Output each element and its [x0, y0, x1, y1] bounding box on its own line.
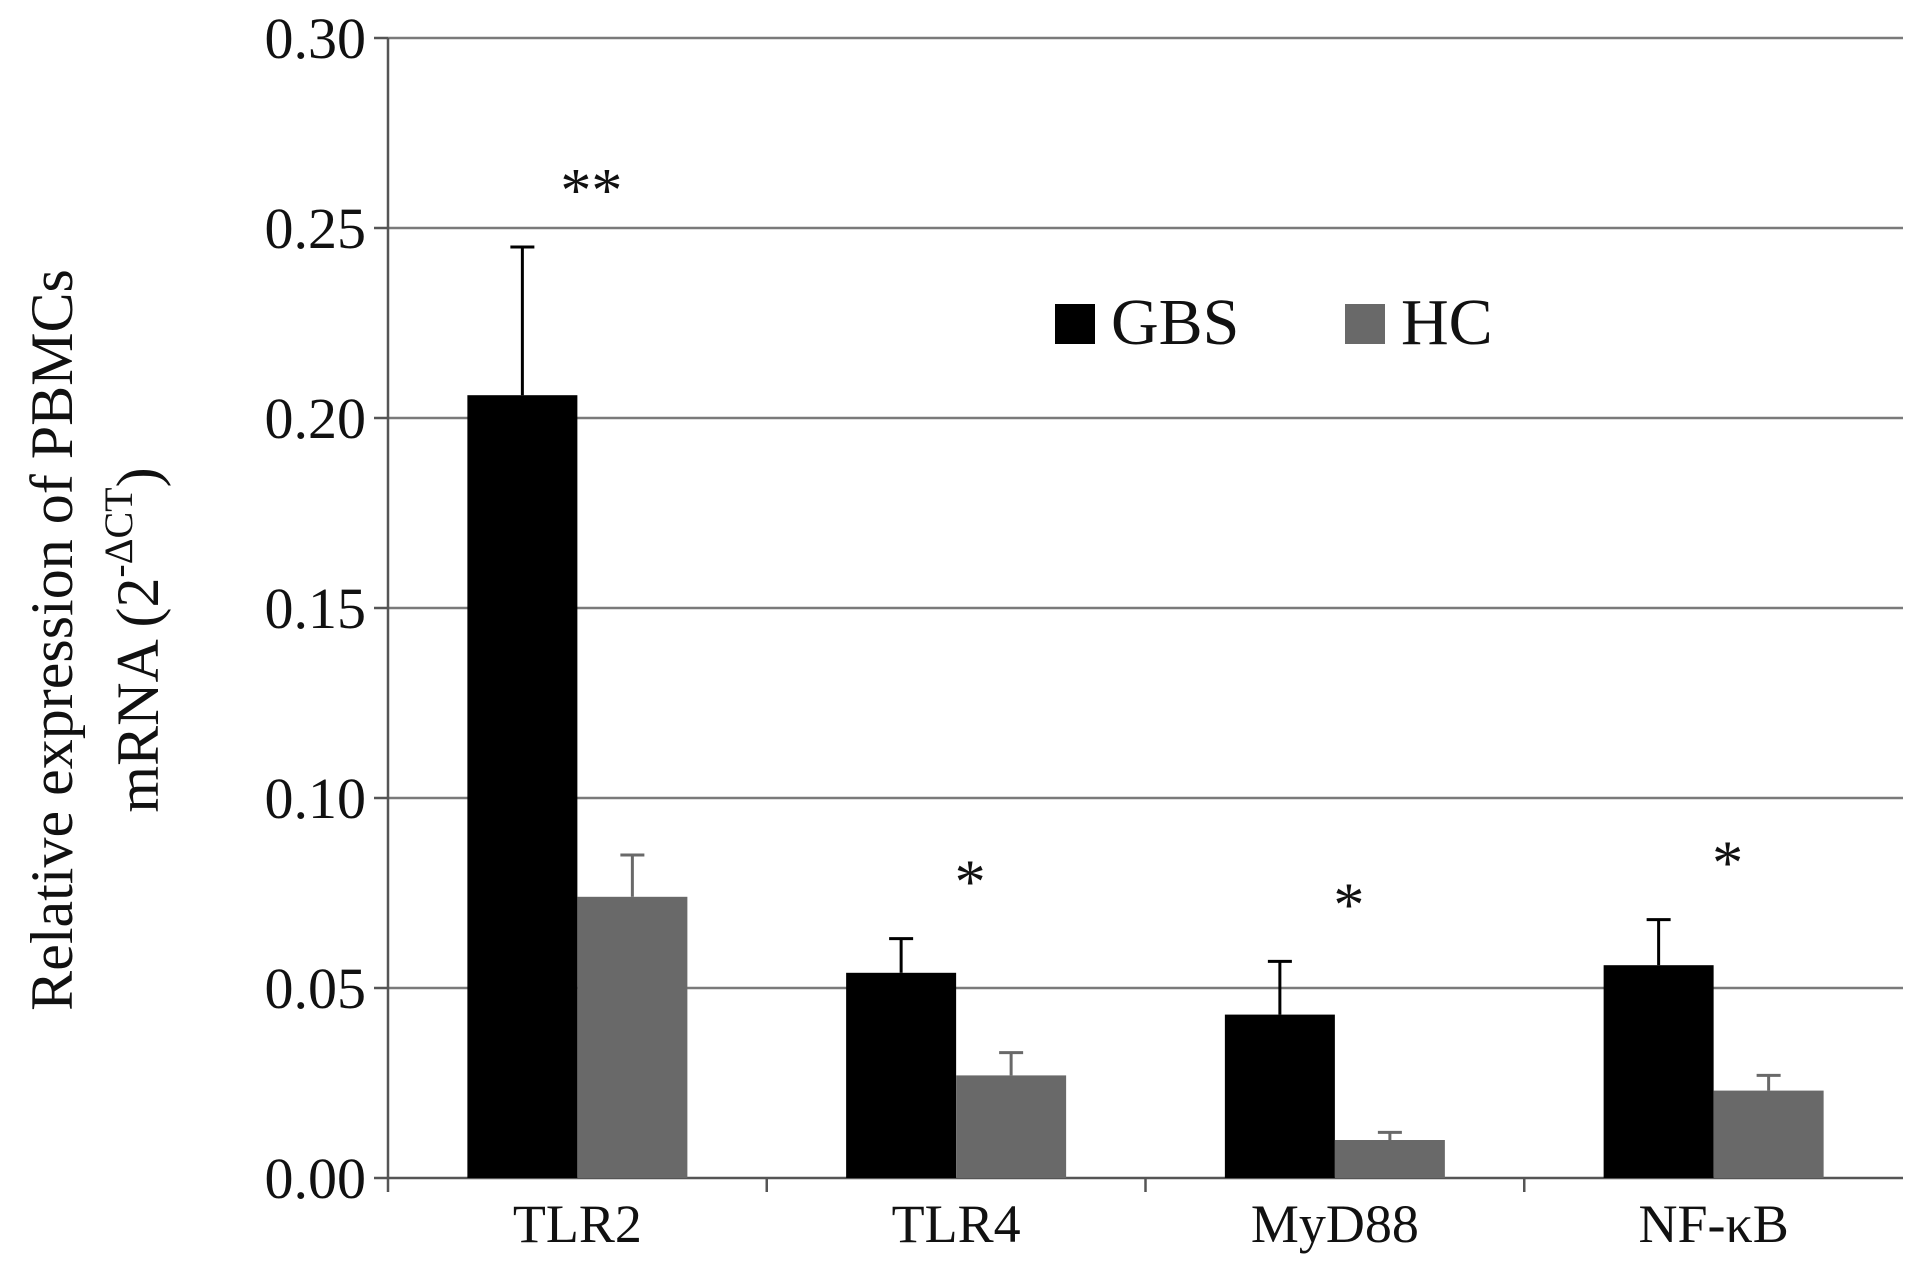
x-tick-label: TLR4	[892, 1194, 1021, 1254]
significance-marker: *	[1333, 871, 1364, 939]
bars	[467, 395, 1824, 1178]
y-tick-label: 0.00	[265, 1146, 367, 1211]
legend-swatch-hc	[1345, 304, 1385, 344]
y-tick-label: 0.10	[265, 766, 367, 831]
y-axis-title-line1: Relative expression of PBMCs	[19, 269, 85, 1011]
legend-label-hc: HC	[1401, 286, 1493, 359]
legend-swatch-gbs	[1055, 304, 1095, 344]
y-tick-label: 0.30	[265, 6, 367, 71]
x-tick-label: NF-κB	[1639, 1194, 1789, 1254]
bar-hc	[1713, 1090, 1824, 1178]
y-axis-title-superscript: -ΔCT	[96, 487, 141, 577]
bar-hc	[956, 1075, 1067, 1178]
error-bars	[510, 245, 1781, 1140]
significance-marker: **	[560, 157, 622, 225]
significance-marker: *	[1712, 830, 1743, 898]
y-tick-label: 0.25	[265, 196, 367, 261]
x-tick-label: TLR2	[513, 1194, 642, 1254]
legend-label-gbs: GBS	[1111, 286, 1239, 359]
bar-gbs	[1603, 965, 1714, 1178]
y-axis-title-line2-suffix: )	[105, 467, 171, 487]
y-tick-label: 0.05	[265, 956, 367, 1021]
x-axis: TLR2 TLR4 MyD88 NF-κB	[386, 1176, 1903, 1254]
y-axis-title: Relative expression of PBMCs mRNA (2-ΔCT…	[19, 269, 171, 1011]
bar-gbs	[1224, 1014, 1335, 1178]
x-tick-label: MyD88	[1251, 1194, 1419, 1254]
y-axis-title-line2-prefix: mRNA (2	[105, 578, 171, 813]
significance-markers: *** **	[560, 157, 1743, 939]
significance-marker: *	[955, 849, 986, 917]
y-tick-label: 0.20	[265, 386, 367, 451]
svg-text:mRNA (2-ΔCT): mRNA (2-ΔCT)	[96, 467, 171, 812]
bar-gbs	[467, 395, 578, 1178]
bar-gbs	[846, 972, 957, 1178]
legend: GBS HC	[1055, 286, 1493, 359]
bar-hc	[577, 896, 688, 1178]
svg-text:Relative expression of PBMCs: Relative expression of PBMCs	[19, 269, 85, 1011]
y-axis: 0.00 0.05 0.10 0.15 0.20 0.25 0.30	[265, 6, 390, 1211]
y-tick-label: 0.15	[265, 576, 367, 641]
bar-hc	[1334, 1140, 1445, 1178]
